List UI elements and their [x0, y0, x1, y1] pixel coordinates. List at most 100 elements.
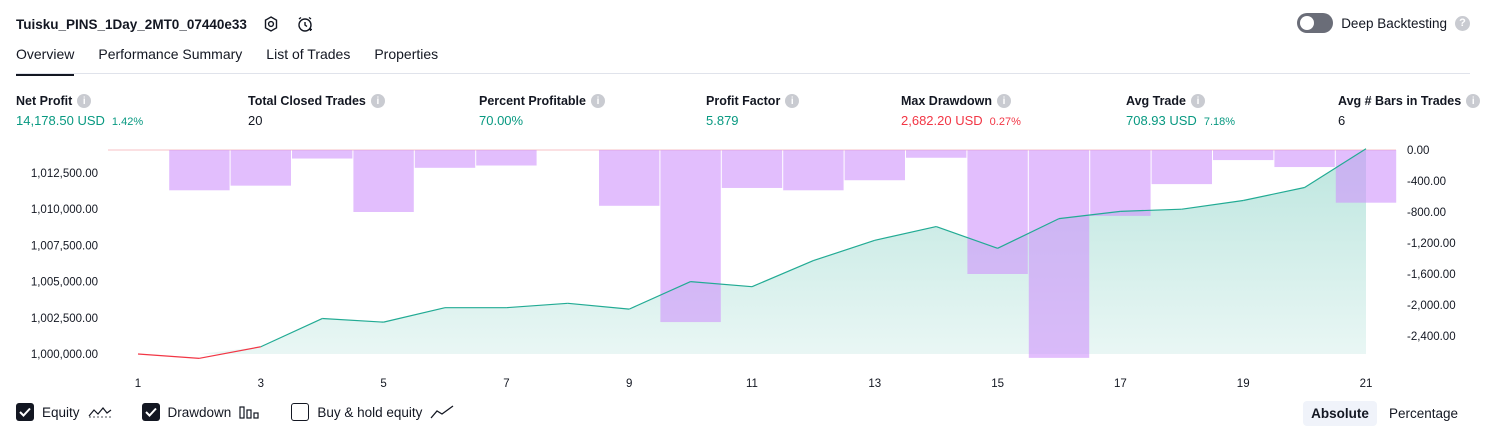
equity-line-segment: [935, 226, 998, 249]
x-axis-tick-label: 13: [868, 378, 881, 390]
metric-value: 14,178.50 USD: [16, 113, 105, 128]
equity-line-segment: [199, 346, 261, 359]
equity-line-segment: [322, 317, 384, 323]
equity-line-layer: [137, 148, 1367, 359]
info-icon[interactable]: i: [590, 94, 605, 108]
drawdown-bar: [353, 150, 414, 212]
legend-equity[interactable]: Equity: [16, 403, 112, 421]
tab-list-of-trades[interactable]: List of Trades: [266, 46, 351, 62]
equity-line-segment: [813, 239, 875, 262]
deep-backtesting-label: Deep Backtesting: [1341, 15, 1447, 31]
trend-line-icon: [430, 405, 454, 419]
equity-line-segment: [997, 218, 1060, 249]
info-icon[interactable]: i: [370, 94, 385, 108]
drawdown-bar: [967, 150, 1028, 274]
metric-sub: 0.27%: [989, 116, 1021, 128]
right-axis-tick-label: -2,000.00: [1407, 300, 1456, 312]
x-axis-tick-label: 21: [1360, 378, 1373, 390]
info-icon[interactable]: i: [1466, 94, 1481, 108]
deep-backtesting-toggle[interactable]: [1297, 13, 1334, 33]
help-icon[interactable]: ?: [1455, 15, 1470, 31]
equity-drawdown-chart[interactable]: 1,012,500.00 1,010,000.00 1,007,500.00 1,00…: [0, 140, 1486, 398]
drawdown-bar: [292, 150, 353, 159]
equity-line-segment: [690, 281, 753, 288]
drawdown-bar: [1151, 150, 1212, 185]
metric-percent-profitable: Percent Profitable i 70.00%: [479, 93, 605, 128]
right-axis-tick-label: -400.00: [1407, 176, 1446, 188]
metric-value: 6: [1338, 113, 1346, 128]
metric-value: 70.00%: [479, 113, 524, 128]
deep-backtesting-control: Deep Backtesting ?: [1297, 13, 1470, 33]
drawdown-bar: [599, 150, 660, 206]
drawdown-bar: [1274, 150, 1335, 168]
report-tabs: Overview Performance Summary List of Tra…: [16, 46, 462, 76]
equity-line-segment: [751, 260, 814, 288]
info-icon[interactable]: i: [785, 94, 800, 108]
legend-drawdown[interactable]: Drawdown: [141, 403, 262, 421]
drawdown-bar: [230, 150, 291, 186]
left-axis-tick-label: 1,012,500.00: [31, 168, 98, 180]
metric-max-drawdown: Max Drawdown i 2,682.20 USD 0.27%: [901, 93, 1021, 128]
left-axis-tick-label: 1,010,000.00: [31, 204, 98, 216]
x-axis-tick-label: 5: [380, 378, 386, 390]
tab-properties[interactable]: Properties: [374, 46, 439, 62]
equity-line-segment: [1243, 186, 1305, 202]
metric-value: 20: [248, 113, 263, 128]
drawdown-bar: [783, 150, 844, 191]
metric-avg-bars-in-trades: Avg # Bars in Trades i 6: [1338, 93, 1481, 128]
legend-equity-label: Equity: [42, 404, 80, 420]
info-icon[interactable]: i: [1190, 94, 1205, 108]
strategy-name: Tuisku_PINS_1Day_2MT0_07440e33: [16, 16, 247, 32]
tab-performance-summary[interactable]: Performance Summary: [98, 46, 243, 62]
info-icon[interactable]: i: [997, 94, 1011, 108]
tab-overview[interactable]: Overview: [16, 46, 75, 76]
metric-sub: 1.42%: [111, 116, 144, 128]
equity-line-icon: [88, 405, 112, 419]
percentage-button[interactable]: Percentage: [1388, 406, 1458, 421]
metric-profit-factor: Profit Factor i 5.879: [706, 93, 800, 128]
drawdown-checkbox[interactable]: [141, 403, 160, 421]
legend-buy-hold-label: Buy & hold equity: [317, 404, 423, 420]
bars-icon: [239, 405, 261, 419]
equity-line-segment: [137, 353, 200, 359]
metric-label: Net Profit: [16, 94, 73, 108]
metric-sub: 7.18%: [1203, 116, 1236, 128]
x-axis-tick-label: 1: [135, 378, 141, 390]
metric-value: 708.93 USD: [1126, 113, 1197, 128]
equity-line-segment: [1304, 148, 1367, 188]
alert-clock-icon[interactable]: [295, 14, 315, 34]
equity-line-segment: [567, 302, 630, 310]
drawdown-bar: [660, 150, 721, 323]
metric-label: Total Closed Trades: [248, 94, 366, 108]
info-icon[interactable]: i: [77, 94, 92, 108]
equity-checkbox[interactable]: [16, 403, 34, 421]
drawdown-bar: [1028, 150, 1090, 358]
drawdown-bar: [1335, 150, 1397, 203]
x-axis-tick-label: 7: [503, 378, 509, 390]
absolute-button[interactable]: Absolute: [1303, 401, 1377, 426]
x-axis: 1 3 5 7 9 11 13 15 17 19 21: [135, 378, 1373, 390]
right-axis: 0.00 -400.00 -800.00 -1,200.00 -1,600.00 -2,0…: [1407, 145, 1456, 343]
buy-hold-checkbox[interactable]: [291, 403, 310, 421]
equity-line-segment: [1120, 208, 1182, 212]
value-mode-switch: Absolute Percentage: [1303, 401, 1466, 426]
left-axis-tick-label: 1,002,500.00: [31, 313, 98, 325]
x-axis-tick-label: 17: [1114, 378, 1127, 390]
settings-icon[interactable]: [261, 14, 281, 34]
metric-label: Avg # Bars in Trades: [1338, 94, 1462, 108]
equity-line-segment: [260, 317, 323, 348]
x-axis-tick-label: 9: [626, 378, 632, 390]
drawdown-bar: [476, 150, 537, 166]
right-axis-tick-label: -1,600.00: [1407, 269, 1456, 281]
metric-label: Percent Profitable: [479, 94, 586, 108]
drawdown-bar: [169, 150, 230, 191]
equity-line-segment: [506, 302, 568, 309]
metric-net-profit: Net Profit i 14,178.50 USD 1.42%: [16, 93, 143, 128]
legend-drawdown-label: Drawdown: [167, 404, 232, 420]
metric-value: 2,682.20 USD: [901, 113, 983, 128]
equity-line-segment: [383, 307, 446, 323]
chart-legend: Equity Drawdown Buy & hold equity: [16, 403, 484, 421]
drawdown-bar: [414, 150, 476, 168]
equity-line-segment: [1058, 210, 1121, 220]
legend-buy-hold[interactable]: Buy & hold equity: [291, 403, 454, 421]
